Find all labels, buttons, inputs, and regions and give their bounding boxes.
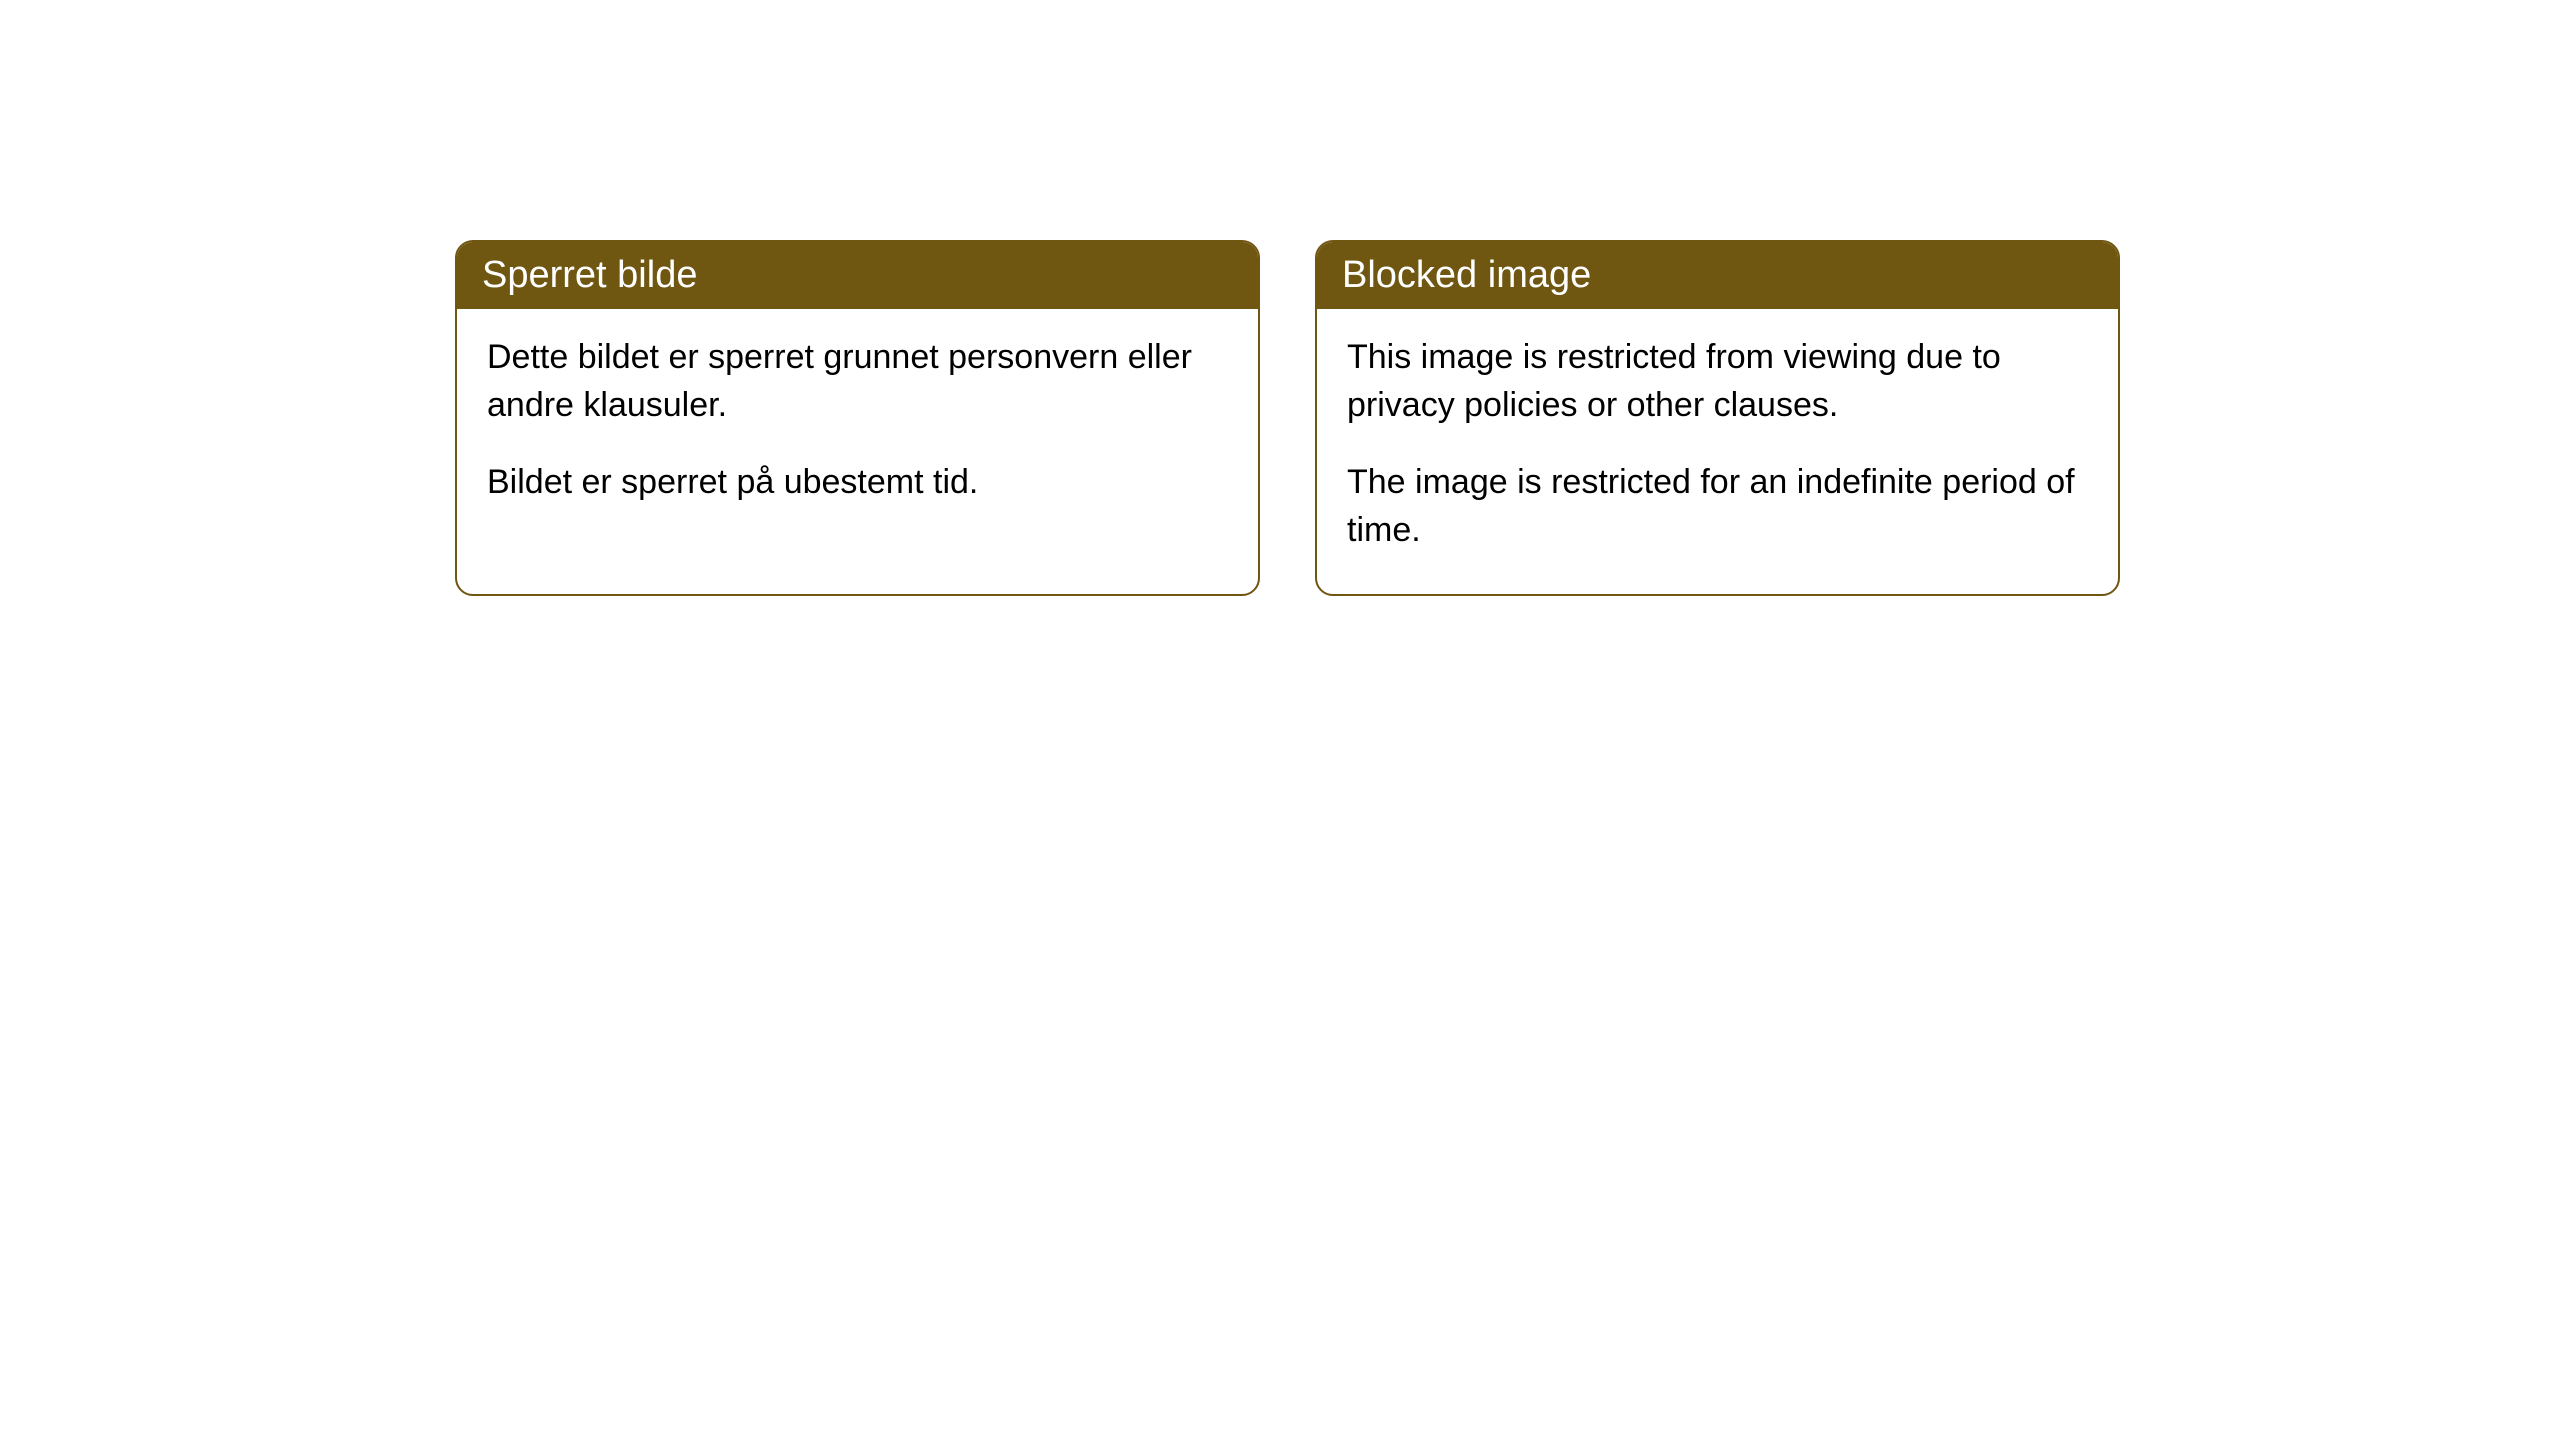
card-title: Sperret bilde	[482, 254, 697, 296]
card-title: Blocked image	[1342, 254, 1591, 296]
cards-container: Sperret bilde Dette bildet er sperret gr…	[455, 240, 2120, 596]
card-paragraph-1: Dette bildet er sperret grunnet personve…	[487, 334, 1228, 429]
card-body: This image is restricted from viewing du…	[1317, 309, 2118, 594]
card-header: Blocked image	[1317, 242, 2118, 309]
card-paragraph-1: This image is restricted from viewing du…	[1347, 334, 2088, 429]
card-paragraph-2: Bildet er sperret på ubestemt tid.	[487, 459, 1228, 507]
card-header: Sperret bilde	[457, 242, 1258, 309]
card-body: Dette bildet er sperret grunnet personve…	[457, 309, 1258, 547]
blocked-image-card-norwegian: Sperret bilde Dette bildet er sperret gr…	[455, 240, 1260, 596]
blocked-image-card-english: Blocked image This image is restricted f…	[1315, 240, 2120, 596]
card-paragraph-2: The image is restricted for an indefinit…	[1347, 459, 2088, 554]
